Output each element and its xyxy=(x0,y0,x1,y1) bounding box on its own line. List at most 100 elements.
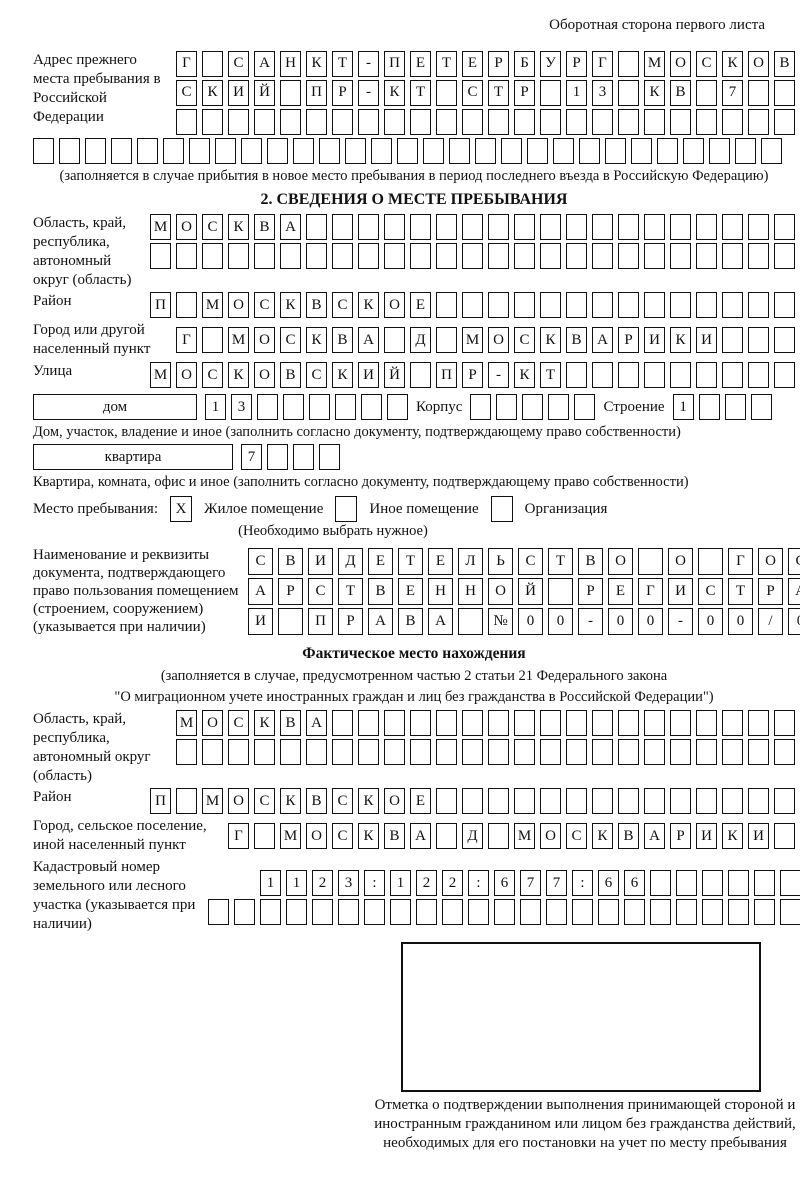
char-cell[interactable] xyxy=(332,108,353,135)
char-cell[interactable]: М xyxy=(462,326,483,353)
char-cell[interactable] xyxy=(215,137,236,164)
char-cell[interactable]: 6 xyxy=(494,869,515,896)
char-cell[interactable]: 0 xyxy=(518,608,543,636)
char-cell[interactable] xyxy=(111,137,132,164)
char-cell[interactable] xyxy=(462,213,483,240)
char-cell[interactable]: 6 xyxy=(598,869,619,896)
char-cell[interactable] xyxy=(728,898,749,925)
char-cell[interactable] xyxy=(657,137,678,164)
char-cell[interactable]: Е xyxy=(428,548,453,576)
char-cell[interactable] xyxy=(592,361,613,388)
char-cell[interactable]: Р xyxy=(338,608,363,636)
char-cell[interactable]: К xyxy=(202,79,223,106)
char-cell[interactable] xyxy=(566,361,587,388)
char-cell[interactable]: О xyxy=(668,548,693,576)
char-cell[interactable] xyxy=(702,869,723,896)
char-cell[interactable] xyxy=(358,242,379,269)
char-cell[interactable]: С xyxy=(306,361,327,388)
char-cell[interactable] xyxy=(462,787,483,814)
char-cell[interactable] xyxy=(488,291,509,318)
char-cell[interactable] xyxy=(496,393,518,420)
char-cell[interactable] xyxy=(163,137,184,164)
char-cell[interactable]: Ь xyxy=(488,548,513,576)
char-cell[interactable] xyxy=(618,242,639,269)
char-cell[interactable] xyxy=(566,213,587,240)
char-cell[interactable] xyxy=(280,108,301,135)
char-cell[interactable] xyxy=(332,213,353,240)
char-cell[interactable] xyxy=(33,137,54,164)
char-cell[interactable]: Р xyxy=(462,361,483,388)
char-cell[interactable]: М xyxy=(514,822,535,849)
char-cell[interactable] xyxy=(618,738,639,765)
char-cell[interactable] xyxy=(566,709,587,736)
char-cell[interactable] xyxy=(566,291,587,318)
char-cell[interactable] xyxy=(774,326,795,353)
char-cell[interactable]: : xyxy=(364,869,385,896)
char-cell[interactable]: К xyxy=(514,361,535,388)
char-cell[interactable]: 1 xyxy=(566,79,587,106)
house-type-box[interactable]: дом xyxy=(33,393,197,420)
char-cell[interactable]: У xyxy=(540,50,561,77)
char-cell[interactable] xyxy=(462,738,483,765)
char-cell[interactable]: - xyxy=(488,361,509,388)
char-cell[interactable]: Р xyxy=(758,578,783,606)
char-cell[interactable]: А xyxy=(592,326,613,353)
char-cell[interactable]: П xyxy=(384,50,405,77)
char-cell[interactable]: О xyxy=(540,822,561,849)
char-cell[interactable] xyxy=(306,242,327,269)
char-cell[interactable]: Е xyxy=(410,787,431,814)
char-cell[interactable] xyxy=(670,291,691,318)
char-cell[interactable]: А xyxy=(428,608,453,636)
char-cell[interactable] xyxy=(416,898,437,925)
char-cell[interactable]: И xyxy=(358,361,379,388)
char-cell[interactable]: С xyxy=(176,79,197,106)
char-cell[interactable] xyxy=(546,898,567,925)
char-cell[interactable]: Д xyxy=(462,822,483,849)
char-cell[interactable]: О xyxy=(228,787,249,814)
char-cell[interactable] xyxy=(254,242,275,269)
char-cell[interactable]: Е xyxy=(608,578,633,606)
char-cell[interactable]: К xyxy=(722,50,743,77)
char-cell[interactable] xyxy=(644,709,665,736)
char-cell[interactable] xyxy=(283,393,304,420)
char-cell[interactable] xyxy=(358,738,379,765)
char-cell[interactable] xyxy=(306,108,327,135)
char-cell[interactable] xyxy=(566,242,587,269)
char-cell[interactable] xyxy=(748,79,769,106)
char-cell[interactable] xyxy=(780,869,800,896)
char-cell[interactable] xyxy=(410,242,431,269)
char-cell[interactable] xyxy=(750,393,772,420)
char-cell[interactable]: - xyxy=(358,50,379,77)
char-cell[interactable] xyxy=(748,326,769,353)
char-cell[interactable]: Е xyxy=(410,50,431,77)
char-cell[interactable]: С xyxy=(254,787,275,814)
char-cell[interactable] xyxy=(358,709,379,736)
char-cell[interactable]: Т xyxy=(540,361,561,388)
char-cell[interactable]: К xyxy=(358,787,379,814)
char-cell[interactable] xyxy=(436,738,457,765)
char-cell[interactable]: Т xyxy=(548,548,573,576)
char-cell[interactable] xyxy=(774,822,795,849)
char-cell[interactable] xyxy=(514,213,535,240)
char-cell[interactable] xyxy=(670,213,691,240)
char-cell[interactable]: 6 xyxy=(624,869,645,896)
char-cell[interactable]: В xyxy=(280,361,301,388)
char-cell[interactable] xyxy=(696,361,717,388)
char-cell[interactable] xyxy=(338,898,359,925)
char-cell[interactable] xyxy=(618,361,639,388)
char-cell[interactable] xyxy=(598,898,619,925)
char-cell[interactable]: О xyxy=(748,50,769,77)
char-cell[interactable] xyxy=(319,444,340,470)
char-cell[interactable] xyxy=(234,898,255,925)
char-cell[interactable] xyxy=(312,898,333,925)
char-cell[interactable] xyxy=(494,898,515,925)
char-cell[interactable]: Н xyxy=(280,50,301,77)
char-cell[interactable]: 0 xyxy=(638,608,663,636)
char-cell[interactable]: 1 xyxy=(260,869,281,896)
char-cell[interactable] xyxy=(442,898,463,925)
char-cell[interactable]: О xyxy=(384,291,405,318)
char-cell[interactable] xyxy=(592,291,613,318)
char-cell[interactable] xyxy=(592,108,613,135)
char-cell[interactable]: К xyxy=(670,326,691,353)
char-cell[interactable]: В xyxy=(332,326,353,353)
